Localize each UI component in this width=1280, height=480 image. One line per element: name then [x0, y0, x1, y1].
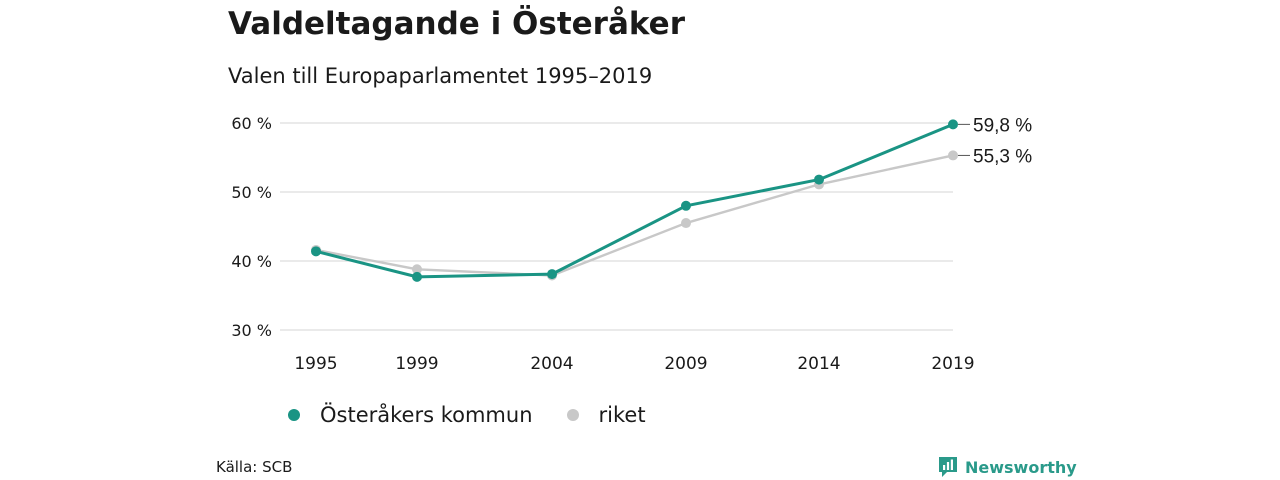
chart-subtitle: Valen till Europaparlamentet 1995–2019 [228, 64, 653, 88]
brand: Newsworthy [938, 456, 1077, 478]
data-point-osteraker-2019 [948, 119, 958, 130]
series-osteraker [311, 119, 958, 282]
data-point-osteraker-1995 [311, 246, 321, 257]
data-point-riket-2019 [948, 150, 958, 161]
x-tick-label-2014: 2014 [797, 354, 840, 374]
legend: Österåkers kommun riket [288, 403, 680, 427]
data-point-riket-2009 [681, 218, 691, 229]
data-point-osteraker-2004 [547, 269, 557, 280]
chart-title: Valdeltagande i Österåker [228, 6, 685, 42]
legend-label-osteraker: Österåkers kommun [320, 403, 533, 427]
data-point-osteraker-2009 [681, 200, 691, 211]
series-layer [311, 119, 958, 282]
legend-item-riket: riket [566, 403, 646, 427]
legend-marker-osteraker [288, 409, 300, 421]
legend-label-riket: riket [598, 403, 646, 427]
y-axis-ticks: 30 % 40 % 50 % 60 % [231, 114, 272, 340]
end-label-riket: 55,3 % [973, 146, 1032, 167]
x-tick-label-2019: 2019 [931, 354, 974, 374]
brand-name: Newsworthy [965, 457, 1077, 477]
legend-item-osteraker: Österåkers kommun [288, 403, 533, 427]
data-point-riket-1999 [412, 264, 422, 275]
x-axis-ticks: 1995 1999 2004 2009 2014 2019 [294, 354, 974, 374]
x-tick-label-1995: 1995 [294, 354, 337, 374]
x-tick-label-2009: 2009 [664, 354, 707, 374]
newsworthy-logo-icon [939, 457, 957, 477]
y-tick-label-60: 60 % [231, 114, 272, 133]
grid-lines [280, 122, 953, 331]
data-point-osteraker-1999 [412, 271, 422, 282]
series-line-riket [315, 154, 954, 277]
y-tick-label-30: 30 % [231, 321, 272, 340]
y-tick-label-50: 50 % [231, 183, 272, 202]
x-tick-label-2004: 2004 [530, 354, 573, 374]
legend-marker-riket [566, 409, 579, 421]
end-label-osteraker: 59,8 % [973, 115, 1032, 136]
series-line-osteraker [315, 122, 954, 279]
source-note: Källa: SCB [216, 458, 293, 476]
end-labels: 55,3 % 59,8 % [958, 115, 1032, 167]
data-point-osteraker-2014 [814, 174, 824, 185]
x-tick-label-1999: 1999 [395, 354, 438, 374]
y-tick-label-40: 40 % [231, 252, 272, 271]
